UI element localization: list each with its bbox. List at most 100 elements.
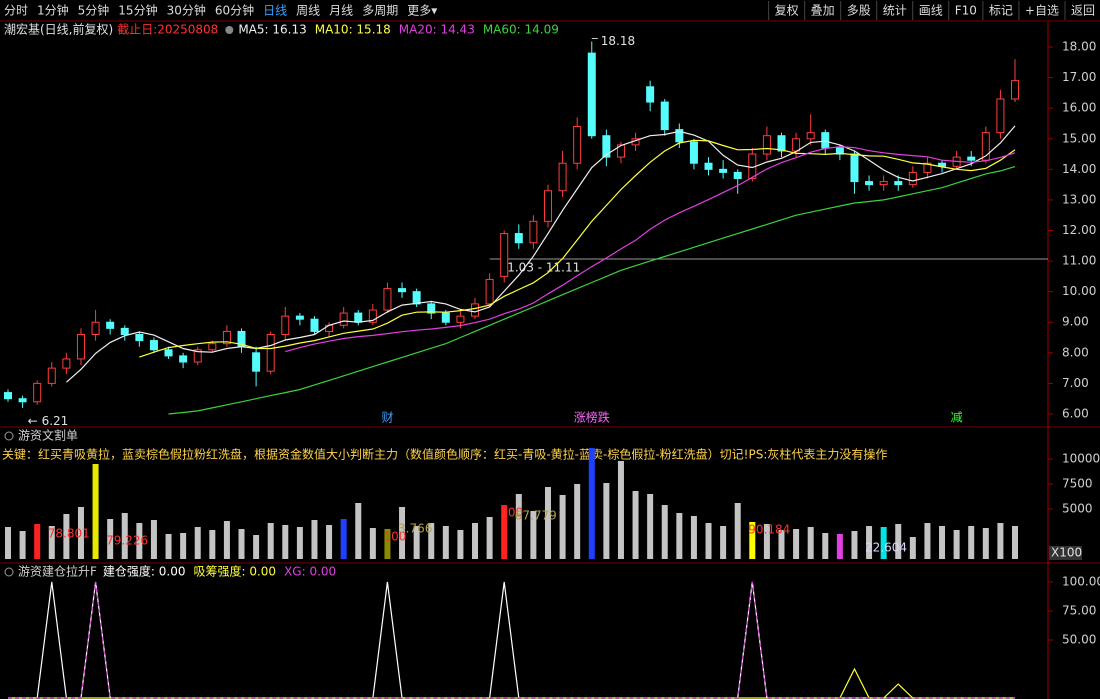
toolbar-tab[interactable]: 5分钟: [78, 3, 110, 18]
volume-bar: [165, 534, 172, 559]
toolbar-button[interactable]: 叠加: [811, 4, 835, 18]
volume-bar: [180, 533, 187, 559]
toolbar-button[interactable]: 统计: [883, 4, 907, 18]
toolbar-tab[interactable]: 日线: [263, 4, 287, 18]
candle-body: [427, 303, 436, 314]
candle-body: [368, 309, 377, 323]
toolbar-button[interactable]: F10: [955, 4, 977, 18]
signal-label: 90.184: [748, 523, 790, 537]
candle-body: [762, 135, 771, 155]
event-marker: 财: [381, 411, 393, 425]
toolbar-tab[interactable]: 分时: [4, 4, 28, 18]
toolbar-tab[interactable]: 15分钟: [118, 3, 157, 18]
legend-entry: XG: 0.00: [284, 565, 336, 579]
volume-bar: [77, 507, 84, 559]
candle-body: [894, 181, 903, 186]
legend-icon: [225, 26, 234, 34]
panel-title: 游资建仓拉升F: [18, 564, 97, 579]
legend-entry: MA20: 14.43: [399, 23, 475, 37]
indicator-line: [8, 581, 1015, 699]
candle-body: [193, 349, 202, 363]
toolbar-tab[interactable]: 多周期: [362, 4, 398, 18]
volume-bar: [413, 526, 420, 559]
signal-label: 100: [383, 530, 406, 544]
candle-body: [660, 101, 669, 131]
volume-bar: [253, 535, 260, 559]
volume-bar: [530, 511, 537, 559]
candle-body: [821, 132, 830, 149]
candle-body: [777, 135, 786, 152]
candle-body: [675, 129, 684, 143]
panel-title: 游资文割单: [18, 428, 78, 443]
y-tick-label: 7.00: [1062, 376, 1089, 390]
toolbar-button[interactable]: 复权: [775, 4, 799, 18]
ma-line: [139, 139, 1016, 358]
panel-subtitle: 关键：红买青吸黄拉，蓝卖棕色假拉粉红洗盘，根据资金数值大小判断主力（数值颜色顺序…: [2, 447, 887, 462]
volume-bar: [851, 531, 858, 559]
candle-body: [865, 181, 874, 186]
candle-body: [485, 278, 494, 305]
candle-body: [558, 162, 567, 192]
candle-body: [179, 355, 188, 363]
y-tick-label: 9.00: [1062, 315, 1089, 329]
volume-bar: [895, 524, 902, 559]
candle-body: [835, 147, 844, 155]
volume-bar: [749, 522, 756, 559]
toolbar-tab[interactable]: 30分钟: [167, 3, 206, 18]
volume-bar: [399, 507, 406, 559]
signal-label: 22.604: [865, 541, 907, 555]
volume-bar: [647, 494, 654, 559]
candle-body: [587, 52, 596, 137]
toolbar-button[interactable]: 画线: [919, 4, 943, 18]
toolbar-button[interactable]: +自选: [1025, 4, 1059, 18]
candle-body: [310, 318, 319, 332]
volume-bar: [690, 516, 697, 559]
candle-body: [47, 367, 56, 384]
candle-body: [646, 86, 655, 103]
volume-bar: [121, 513, 128, 559]
candle-body: [923, 162, 932, 173]
candle-body: [500, 233, 509, 277]
toolbar-button[interactable]: 多股: [847, 4, 871, 18]
y-tick-label: 18.00: [1062, 40, 1096, 54]
volume-bar: [442, 526, 449, 559]
toolbar-tab[interactable]: 60分钟: [215, 3, 254, 18]
toolbar-tab[interactable]: 1分钟: [37, 3, 69, 18]
volume-bar: [311, 520, 318, 559]
legend-entry: MA60: 14.09: [483, 23, 559, 37]
legend-entry: 吸筹强度: 0.00: [193, 564, 276, 579]
candle-body: [252, 352, 261, 372]
candle-body: [412, 291, 421, 305]
candle-body: [135, 333, 144, 342]
volume-bar: [632, 491, 639, 559]
event-marker: 减: [951, 411, 963, 425]
toolbar-button[interactable]: 标记: [989, 4, 1013, 18]
candle-body: [398, 288, 407, 293]
toolbar-tab[interactable]: 月线: [329, 4, 353, 18]
high-label: 18.18: [601, 34, 635, 48]
chart-title: 潮宏基(日线,前复权): [4, 22, 113, 37]
legend-entry: 建仓强度: 0.00: [103, 564, 186, 579]
toolbar-tab[interactable]: 周线: [296, 4, 320, 18]
volume-bar: [953, 530, 960, 559]
candle-body: [792, 138, 801, 152]
candle-body: [208, 343, 217, 351]
volume-bar: [574, 484, 581, 559]
candle-body: [616, 144, 625, 158]
volume-bar: [515, 494, 522, 559]
toolbar-tab[interactable]: 更多▾: [407, 4, 437, 18]
volume-bar: [793, 529, 800, 559]
volume-bar: [822, 533, 829, 559]
candle-body: [967, 156, 976, 161]
y-tick-label: 17.00: [1062, 70, 1096, 84]
toolbar-button[interactable]: 返回: [1071, 4, 1095, 18]
candle-body: [149, 340, 158, 351]
candle-body: [996, 98, 1005, 134]
candle-body: [719, 168, 728, 173]
candle-body: [91, 321, 100, 335]
candle-body: [981, 132, 990, 161]
legend-entry: MA10: 15.18: [315, 23, 391, 37]
panel-icon: [4, 431, 14, 441]
